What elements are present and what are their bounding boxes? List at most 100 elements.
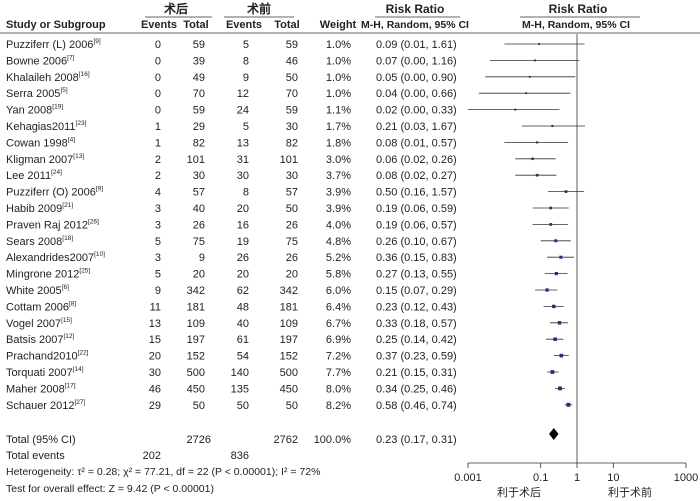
rr-ci-text: 0.34 (0.25, 0.46) (376, 383, 457, 395)
study-ref: [9] (93, 38, 100, 45)
point-estimate (557, 321, 562, 325)
total-after: 82 (193, 137, 205, 149)
point-estimate (549, 223, 553, 226)
events-before: 54 (237, 351, 249, 363)
events-after: 0 (155, 39, 161, 51)
study-name: Puzziferr (L) 2006[9] (6, 38, 101, 51)
rr-ci-text: 0.02 (0.00, 0.33) (376, 105, 457, 117)
header-total-before: Total (274, 19, 299, 31)
point-estimate (538, 43, 540, 45)
total-after: 342 (187, 285, 205, 297)
events-after: 1 (155, 137, 161, 149)
events-before: 13 (237, 137, 249, 149)
total-after: 30 (193, 170, 205, 182)
events-before: 31 (237, 154, 249, 166)
total-before: 70 (286, 88, 298, 100)
header-method-right: M-H, Random, 95% CI (522, 19, 630, 31)
study-name: Cowan 1998[4] (6, 136, 75, 149)
total-label: Total (95% CI) (6, 434, 76, 446)
point-estimate (531, 157, 534, 161)
events-before: 24 (237, 105, 249, 117)
events-after: 1 (155, 121, 161, 133)
events-before: 62 (237, 285, 249, 297)
events-before: 5 (243, 121, 249, 133)
favours-left-label: 利于术后 (497, 486, 541, 499)
total-events-after: 202 (143, 450, 161, 462)
weight-value: 8.2% (326, 400, 351, 412)
study-ref: [15] (61, 317, 72, 324)
study-ref: [23] (76, 120, 87, 127)
total-after: 75 (193, 236, 205, 248)
events-after: 29 (149, 400, 161, 412)
events-after: 11 (150, 301, 161, 313)
point-estimate (525, 92, 528, 95)
total-before: 50 (286, 400, 298, 412)
weight-value: 1.7% (326, 121, 351, 133)
rr-ci-text: 0.37 (0.23, 0.59) (376, 351, 457, 363)
study-name: Sears 2008[18] (6, 235, 73, 248)
point-estimate (536, 141, 539, 144)
study-name: Mingrone 2012[25] (6, 268, 90, 281)
rr-ci-text: 0.15 (0.07, 0.29) (376, 285, 457, 297)
study-ref: [21] (62, 202, 73, 209)
forest-marks (468, 34, 586, 463)
x-tick-label: 0.1 (533, 472, 548, 484)
rr-ci-text: 0.23 (0.12, 0.43) (376, 301, 457, 313)
total-after: 57 (193, 187, 205, 199)
total-after: 197 (187, 334, 205, 346)
total-before: 46 (286, 55, 298, 67)
total-before: 59 (286, 105, 298, 117)
events-before: 20 (237, 269, 249, 281)
events-after: 0 (155, 55, 161, 67)
study-name: Cottam 2006[8] (6, 300, 76, 313)
weight-value: 3.0% (326, 154, 351, 166)
events-after: 3 (155, 203, 161, 215)
events-after: 3 (155, 252, 161, 264)
total-n-before: 2762 (274, 434, 298, 446)
header-weight: Weight (320, 19, 357, 31)
events-before: 48 (237, 301, 249, 313)
study-name: Maher 2008[17] (6, 382, 76, 395)
rr-ci-text: 0.05 (0.00, 0.90) (376, 72, 457, 84)
study-ref: [5] (60, 87, 67, 94)
events-after: 30 (149, 367, 161, 379)
study-name: Kligman 2007[13] (6, 153, 84, 166)
point-estimate (551, 124, 554, 128)
events-before: 16 (237, 219, 249, 231)
weight-value: 5.8% (326, 269, 351, 281)
events-after: 15 (149, 334, 161, 346)
events-before: 8 (243, 187, 249, 199)
weight-value: 6.4% (326, 301, 351, 313)
events-before: 19 (237, 236, 249, 248)
point-estimate (558, 386, 562, 391)
events-before: 140 (231, 367, 249, 379)
total-ci: 0.23 (0.17, 0.31) (376, 434, 457, 446)
rr-ci-text: 0.50 (0.16, 1.57) (376, 187, 457, 199)
study-ref: [10] (94, 251, 105, 258)
study-name: Bowne 2006[7] (6, 54, 75, 67)
favours-right-label: 利于术前 (608, 485, 652, 499)
total-before: 59 (286, 39, 298, 51)
total-weight: 100.0% (314, 434, 352, 446)
weight-value: 6.7% (326, 318, 351, 330)
point-estimate (564, 190, 568, 193)
study-ref: [9] (96, 186, 103, 193)
study-ref: [6] (62, 284, 69, 291)
weight-value: 1.0% (326, 55, 351, 67)
rr-ci-text: 0.06 (0.02, 0.26) (376, 154, 457, 166)
events-after: 5 (155, 269, 161, 281)
events-after: 20 (149, 351, 161, 363)
rr-ci-text: 0.21 (0.03, 1.67) (376, 121, 457, 133)
total-after: 70 (193, 88, 205, 100)
events-before: 8 (243, 55, 249, 67)
events-before: 135 (231, 383, 249, 395)
study-name: White 2005[6] (6, 284, 69, 297)
x-tick-label: 1000 (674, 472, 698, 484)
events-after: 46 (149, 383, 161, 395)
study-ref: [13] (73, 153, 84, 160)
total-after: 50 (193, 400, 205, 412)
total-after: 20 (193, 269, 205, 281)
weight-value: 1.0% (326, 39, 351, 51)
events-before: 12 (237, 88, 249, 100)
study-rows: Puzziferr (L) 2006[9] 0 59 5 59 1.0% 0.09 (0.0… (6, 38, 457, 412)
